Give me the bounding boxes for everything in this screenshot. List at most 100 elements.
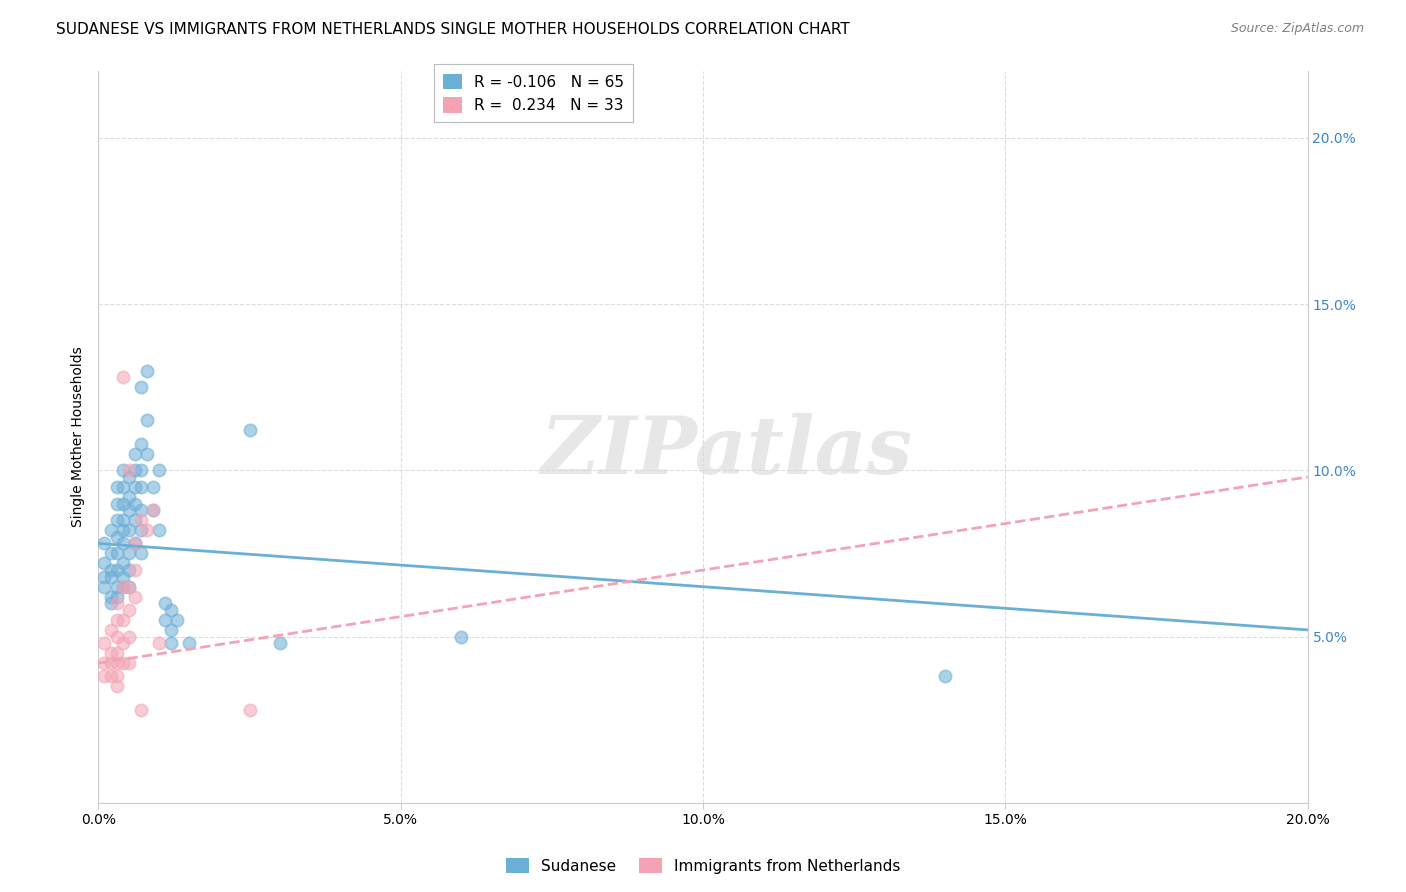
Point: [148, 636, 170, 650]
Point: [118, 630, 141, 644]
Point: [129, 463, 152, 477]
Point: [105, 646, 128, 660]
Point: [111, 580, 134, 594]
Point: [142, 480, 165, 494]
Point: [93, 669, 115, 683]
Point: [148, 523, 170, 537]
Point: [105, 680, 128, 694]
Point: [105, 546, 128, 560]
Point: [934, 669, 956, 683]
Point: [153, 596, 176, 610]
Point: [93, 536, 115, 550]
Point: [93, 636, 115, 650]
Point: [124, 497, 146, 511]
Point: [93, 656, 115, 670]
Point: [160, 636, 183, 650]
Point: [118, 580, 141, 594]
Point: [105, 669, 128, 683]
Point: [239, 424, 262, 438]
Point: [124, 536, 146, 550]
Point: [118, 490, 141, 504]
Point: [160, 603, 183, 617]
Point: [142, 503, 165, 517]
Point: [118, 503, 141, 517]
Point: [118, 580, 141, 594]
Point: [105, 613, 128, 627]
Legend: Sudanese, Immigrants from Netherlands: Sudanese, Immigrants from Netherlands: [499, 852, 907, 880]
Point: [129, 546, 152, 560]
Point: [111, 557, 134, 571]
Point: [111, 370, 134, 384]
Point: [105, 513, 128, 527]
Point: [135, 413, 157, 427]
Point: [142, 503, 165, 517]
Point: [100, 570, 122, 584]
Point: [124, 536, 146, 550]
Point: [269, 636, 291, 650]
Point: [124, 513, 146, 527]
Point: [100, 546, 122, 560]
Point: [239, 703, 262, 717]
Point: [111, 613, 134, 627]
Point: [105, 480, 128, 494]
Point: [93, 557, 115, 571]
Point: [118, 603, 141, 617]
Point: [111, 636, 134, 650]
Point: [111, 570, 134, 584]
Point: [111, 497, 134, 511]
Point: [148, 463, 170, 477]
Text: Source: ZipAtlas.com: Source: ZipAtlas.com: [1230, 22, 1364, 36]
Point: [124, 463, 146, 477]
Point: [124, 447, 146, 461]
Point: [124, 480, 146, 494]
Point: [100, 623, 122, 637]
Point: [111, 523, 134, 537]
Point: [105, 656, 128, 670]
Point: [135, 363, 157, 377]
Point: [105, 497, 128, 511]
Point: [129, 380, 152, 394]
Point: [118, 463, 141, 477]
Point: [118, 656, 141, 670]
Point: [100, 656, 122, 670]
Point: [118, 523, 141, 537]
Point: [100, 646, 122, 660]
Point: [93, 580, 115, 594]
Y-axis label: Single Mother Households: Single Mother Households: [72, 347, 86, 527]
Point: [111, 480, 134, 494]
Point: [129, 513, 152, 527]
Point: [105, 596, 128, 610]
Point: [124, 563, 146, 577]
Point: [100, 669, 122, 683]
Point: [111, 513, 134, 527]
Point: [105, 563, 128, 577]
Text: ZIPatlas: ZIPatlas: [541, 413, 914, 491]
Point: [179, 636, 201, 650]
Point: [118, 546, 141, 560]
Point: [153, 613, 176, 627]
Point: [111, 580, 134, 594]
Point: [100, 596, 122, 610]
Point: [93, 570, 115, 584]
Point: [100, 523, 122, 537]
Point: [129, 703, 152, 717]
Point: [118, 470, 141, 484]
Point: [135, 523, 157, 537]
Point: [111, 463, 134, 477]
Point: [105, 590, 128, 604]
Point: [166, 613, 188, 627]
Point: [111, 656, 134, 670]
Point: [129, 523, 152, 537]
Point: [160, 623, 183, 637]
Point: [124, 590, 146, 604]
Point: [129, 436, 152, 450]
Point: [129, 480, 152, 494]
Point: [105, 530, 128, 544]
Point: [129, 503, 152, 517]
Point: [100, 590, 122, 604]
Point: [100, 563, 122, 577]
Legend: R = -0.106   N = 65, R =  0.234   N = 33: R = -0.106 N = 65, R = 0.234 N = 33: [434, 64, 633, 122]
Point: [111, 536, 134, 550]
Point: [118, 563, 141, 577]
Point: [450, 630, 472, 644]
